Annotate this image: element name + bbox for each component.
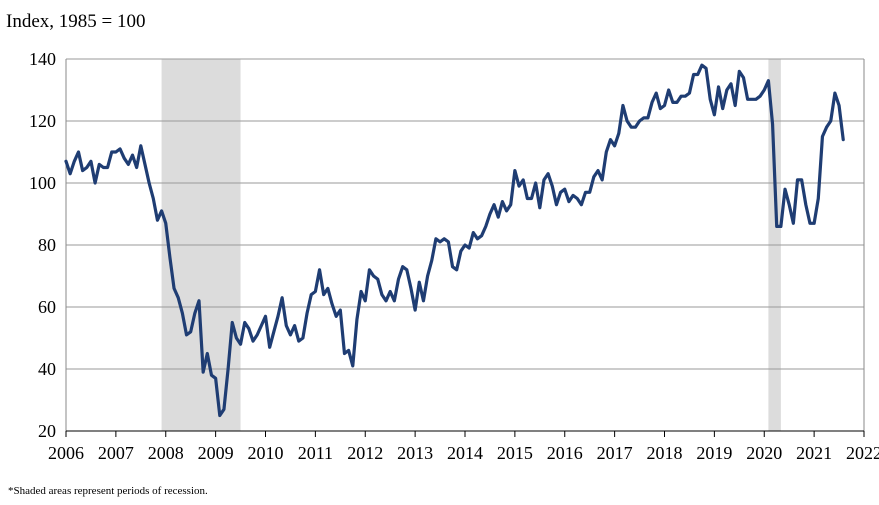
y-axis-title: Index, 1985 = 100 — [6, 11, 145, 32]
series-layer — [64, 63, 845, 418]
y-tick-label-100: 100 — [29, 173, 56, 193]
x-tick-label-2020: 2020 — [746, 443, 782, 463]
y-tick-label-80: 80 — [38, 235, 56, 255]
x-tick-label-2019: 2019 — [696, 443, 732, 463]
x-tick-label-2016: 2016 — [547, 443, 583, 463]
y-tick-label-140: 140 — [29, 49, 56, 69]
x-tick-label-2014: 2014 — [447, 443, 483, 463]
x-tick-label-2008: 2008 — [148, 443, 184, 463]
x-tick-label-2011: 2011 — [298, 443, 333, 463]
x-tick-label-2021: 2021 — [796, 443, 832, 463]
y-tick-label-40: 40 — [38, 359, 56, 379]
y-tick-label-120: 120 — [29, 111, 56, 131]
x-tick-label-2010: 2010 — [248, 443, 284, 463]
x-tick-label-2009: 2009 — [198, 443, 234, 463]
x-tick-label-2015: 2015 — [497, 443, 533, 463]
x-tick-label-2022: 2022 — [846, 443, 879, 463]
axes-layer — [65, 59, 865, 437]
x-tick-label-2017: 2017 — [597, 443, 633, 463]
x-tick-label-2012: 2012 — [347, 443, 383, 463]
x-tick-label-2018: 2018 — [647, 443, 683, 463]
labels-layer: Index, 1985 = 100 *Shaded areas represen… — [6, 11, 879, 497]
y-tick-label-20: 20 — [38, 421, 56, 441]
y-tick-label-60: 60 — [38, 297, 56, 317]
x-tick-label-2007: 2007 — [98, 443, 134, 463]
series-line-1 — [64, 63, 845, 418]
x-tick-label-2013: 2013 — [397, 443, 433, 463]
x-tick-label-2006: 2006 — [48, 443, 84, 463]
recession-footnote: *Shaded areas represent periods of reces… — [8, 485, 208, 497]
